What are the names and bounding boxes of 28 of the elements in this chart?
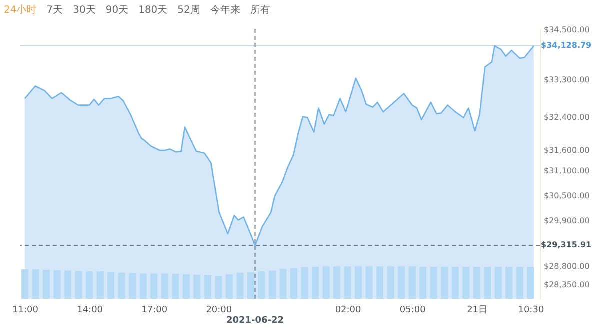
y-tick-label: $30,500.00 <box>544 192 590 201</box>
text: 30天 <box>73 4 96 17</box>
x-tick-label: 20:00 <box>206 306 232 316</box>
y-tick-label: $29,900.00 <box>544 216 590 226</box>
x-tick-label: 11:00 <box>12 306 39 316</box>
x-tick-label: 02:00 <box>335 306 362 316</box>
text: 180天 <box>138 4 168 17</box>
y-tick-label: $31,600.00 <box>544 146 590 155</box>
y-tick-label: $28,350.00 <box>544 280 590 290</box>
y-tick-label: $28,800.00 <box>544 262 590 272</box>
x-tick-label: 21日 <box>467 306 488 316</box>
y-tick-label: $33,300.00 <box>544 75 590 84</box>
text: 24小时 <box>4 4 37 17</box>
x-tick-label: 17:00 <box>142 306 168 316</box>
text: 52周 <box>178 4 200 17</box>
ref-line-label: $34,128.79 <box>541 41 592 50</box>
x-tick-label: 14:00 <box>77 306 104 316</box>
text: 90天 <box>106 4 129 17</box>
ref-line-label: 2021-06-22 <box>226 316 284 326</box>
ref-line-label: $29,315.91 <box>541 240 592 250</box>
text: 7天 <box>46 4 64 17</box>
x-tick-label: 05:00 <box>400 306 426 316</box>
y-tick-label: $32,400.00 <box>544 112 590 122</box>
y-tick-label: $31,100.00 <box>544 166 590 176</box>
y-tick-label: $34,500.00 <box>544 26 590 35</box>
x-tick-label: 10:30 <box>518 306 544 316</box>
text: 所有 <box>250 4 270 17</box>
text: 今年来 <box>210 4 240 17</box>
